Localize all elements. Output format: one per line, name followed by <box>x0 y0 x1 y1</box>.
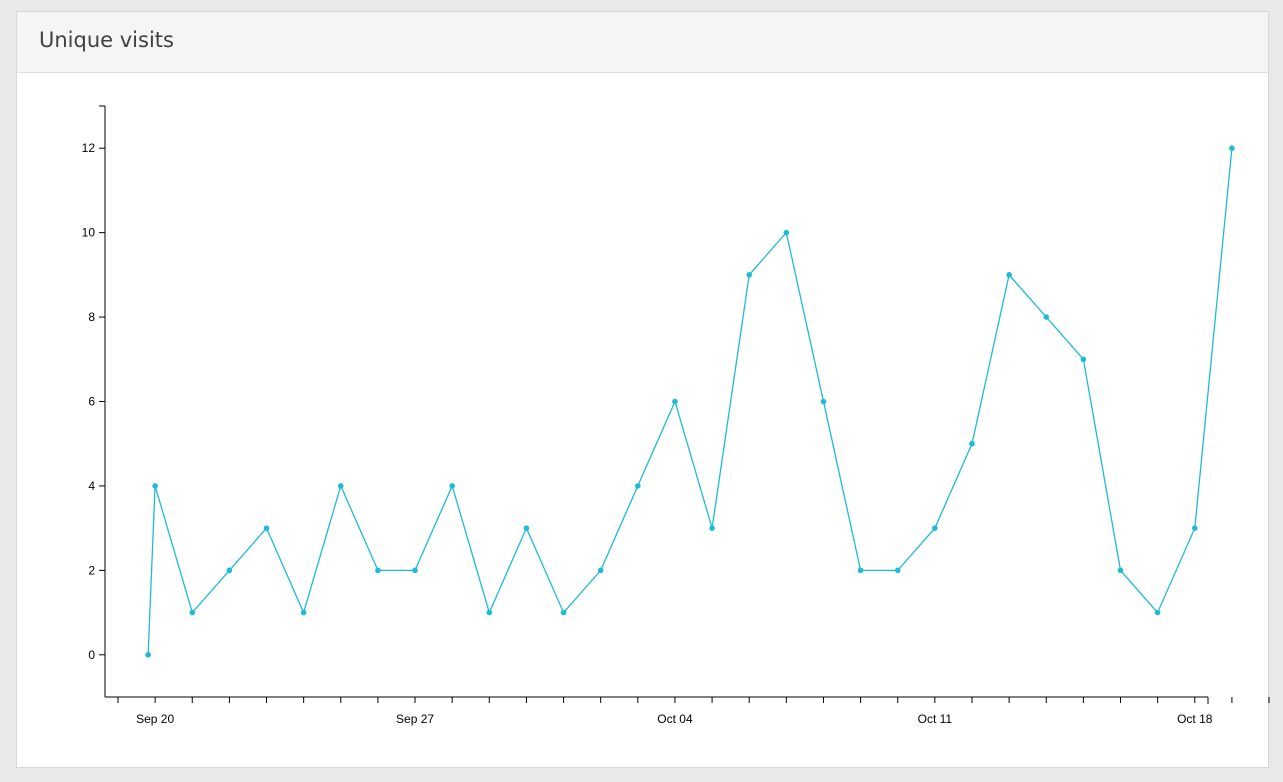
data-point[interactable] <box>672 398 678 405</box>
x-tick-label: Sep 27 <box>396 712 434 726</box>
data-point[interactable] <box>189 609 196 616</box>
data-point[interactable] <box>1191 525 1198 531</box>
data-point[interactable] <box>709 525 715 531</box>
y-tick-label: 12 <box>82 141 96 155</box>
x-tick-label: Oct 04 <box>657 712 693 726</box>
data-point[interactable] <box>226 567 233 574</box>
series-line <box>147 148 1233 655</box>
x-tick-label: Oct 18 <box>1177 712 1213 726</box>
y-tick-label: 8 <box>88 310 95 324</box>
data-point[interactable] <box>1080 356 1087 363</box>
data-point[interactable] <box>263 525 270 531</box>
y-tick-label: 4 <box>88 479 95 493</box>
data-point[interactable] <box>1229 145 1235 152</box>
x-tick-label: Sep 20 <box>136 712 174 726</box>
data-point[interactable] <box>486 609 493 616</box>
data-point[interactable] <box>857 567 864 574</box>
data-point[interactable] <box>635 483 641 489</box>
x-axis: Sep 20 Sep 27 Oct 04 Oct 11 Oct 18 <box>105 696 1270 726</box>
data-point[interactable] <box>1006 272 1012 278</box>
y-tick-label: 2 <box>88 563 95 577</box>
y-tick-label: 0 <box>88 648 95 662</box>
data-point[interactable] <box>300 609 307 616</box>
y-axis: 0 2 4 6 8 10 12 <box>82 105 106 697</box>
data-point[interactable] <box>820 398 827 405</box>
data-point[interactable] <box>894 567 901 574</box>
data-point[interactable] <box>783 229 790 236</box>
panel-title: Unique visits <box>39 28 174 52</box>
data-point[interactable] <box>969 440 975 447</box>
data-point[interactable] <box>597 567 604 574</box>
panel-header: Unique visits <box>17 12 1268 73</box>
data-point[interactable] <box>145 651 151 658</box>
y-tick-label: 10 <box>82 226 96 240</box>
data-point[interactable] <box>746 272 753 278</box>
data-point[interactable] <box>412 567 418 574</box>
data-point[interactable] <box>932 525 938 531</box>
data-point[interactable] <box>1154 609 1161 616</box>
data-point[interactable] <box>449 483 455 489</box>
data-point[interactable] <box>523 525 530 531</box>
data-point[interactable] <box>337 483 344 489</box>
unique-visits-panel: Unique visits <box>16 11 1269 768</box>
series-group <box>145 145 1235 658</box>
data-point[interactable] <box>560 609 567 616</box>
data-point[interactable] <box>375 567 381 574</box>
data-point[interactable] <box>1043 314 1050 320</box>
data-point[interactable] <box>1117 567 1124 574</box>
data-point[interactable] <box>152 483 158 489</box>
y-tick-label: 6 <box>88 395 95 409</box>
x-tick-label: Oct 11 <box>918 712 953 726</box>
